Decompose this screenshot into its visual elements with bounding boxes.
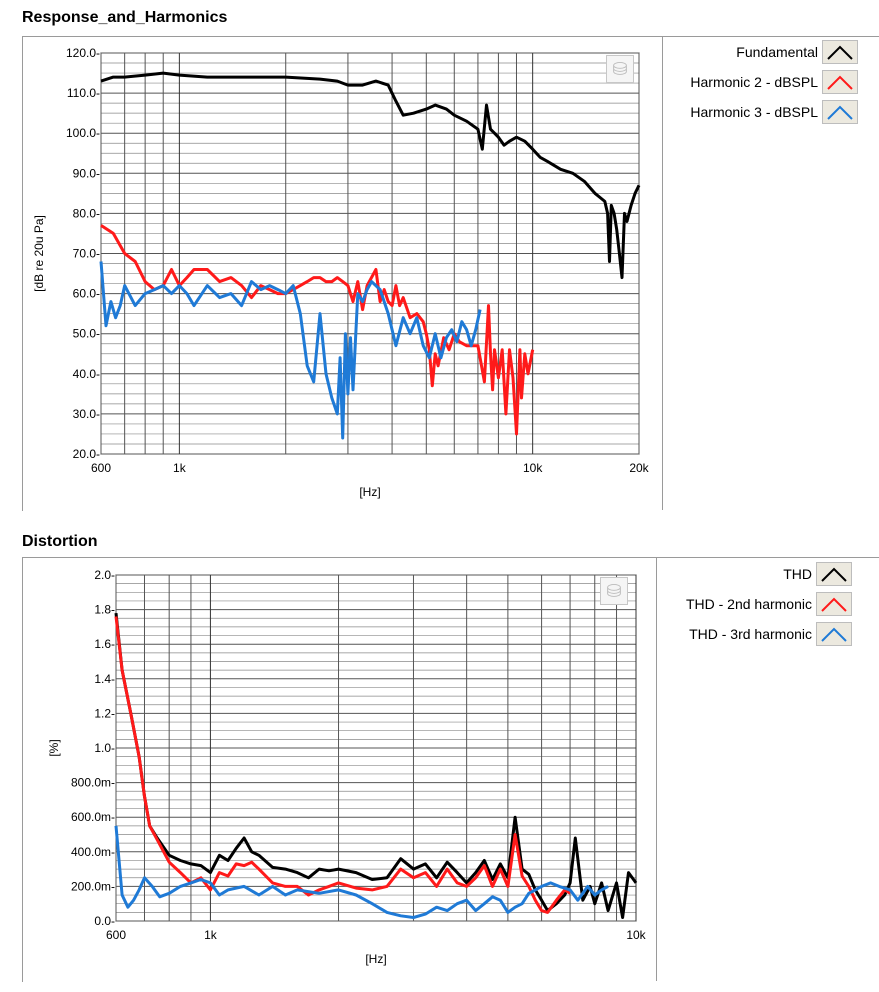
y-tick-label: 2.0- xyxy=(94,568,115,582)
graph-help-icon[interactable]: ⛁ xyxy=(600,577,628,605)
x-tick-label: 600 xyxy=(106,928,126,942)
x-tick-label: 1k xyxy=(173,461,187,475)
y-tick-label: 50.0- xyxy=(73,327,100,341)
x-tick-label: 10k xyxy=(626,928,646,942)
response-legend: Fundamental Harmonic 2 - dBSPL Harmonic … xyxy=(664,40,878,130)
plot-area-1 xyxy=(114,574,638,922)
y-axis-label: [dB re 20u Pa] xyxy=(32,215,46,292)
x-axis-label: [Hz] xyxy=(359,485,380,499)
y-tick-label: 90.0- xyxy=(73,166,100,180)
series-line-thd-3rd-harmonic xyxy=(114,825,609,919)
distortion-panel-frame xyxy=(22,557,879,982)
series-line-thd-2nd-harmonic xyxy=(114,616,571,914)
legend-item-harmonic-2[interactable]: Harmonic 2 - dBSPL xyxy=(664,70,878,100)
x-tick-label: 20k xyxy=(629,461,649,475)
legend-item-harmonic-3[interactable]: Harmonic 3 - dBSPL xyxy=(664,100,878,130)
x-tick-label: 1k xyxy=(204,928,218,942)
y-tick-label: 80.0- xyxy=(73,206,100,220)
x-axis-label: [Hz] xyxy=(365,952,386,966)
y-tick-label: 1.0- xyxy=(94,741,115,755)
series-line-thd xyxy=(114,612,638,919)
legend-item-thd[interactable]: THD xyxy=(658,562,872,592)
distortion-chart-title: Distortion xyxy=(22,533,98,550)
series-line-fundamental xyxy=(100,71,641,280)
legend-swatch-icon[interactable] xyxy=(822,40,858,64)
legend-swatch-icon[interactable] xyxy=(822,100,858,124)
response-chart-title: Response_and_Harmonics xyxy=(22,9,228,26)
legend-label: THD - 3rd harmonic xyxy=(689,626,812,642)
y-tick-label: 20.0- xyxy=(73,447,100,461)
y-tick-label: 70.0- xyxy=(73,247,100,261)
y-tick-label: 1.2- xyxy=(94,706,115,720)
y-tick-label: 1.4- xyxy=(94,672,115,686)
y-tick-label: 120.0- xyxy=(66,46,100,60)
y-tick-label: 40.0- xyxy=(73,367,100,381)
legend-label: Fundamental xyxy=(736,44,818,60)
legend-label: Harmonic 2 - dBSPL xyxy=(690,74,818,90)
y-tick-label: 800.0m- xyxy=(71,776,115,790)
y-tick-label: 0.0- xyxy=(94,914,115,928)
response-legend-divider xyxy=(662,36,663,510)
distortion-legend: THD THD - 2nd harmonic THD - 3rd harmoni… xyxy=(658,562,872,652)
y-tick-label: 200.0m- xyxy=(71,879,115,893)
y-tick-label: 30.0- xyxy=(73,407,100,421)
y-axis-label: [%] xyxy=(47,739,61,756)
legend-swatch-icon[interactable] xyxy=(816,592,852,616)
plot-area-0 xyxy=(99,52,641,455)
distortion-legend-divider xyxy=(656,557,657,981)
legend-label: THD - 2nd harmonic xyxy=(685,596,812,612)
legend-label: Harmonic 3 - dBSPL xyxy=(690,104,818,120)
legend-item-thd-2nd[interactable]: THD - 2nd harmonic xyxy=(658,592,872,622)
legend-swatch-icon[interactable] xyxy=(816,622,852,646)
x-tick-label: 600 xyxy=(91,461,111,475)
response-and-harmonics-chart: 20.0- 30.0- 40.0- 50.0- 60.0- 70.0- 80.0- 90.0-… xyxy=(32,46,650,499)
y-tick-label: 1.8- xyxy=(94,603,115,617)
y-tick-label: 60.0- xyxy=(73,287,100,301)
y-tick-label: 600.0m- xyxy=(71,810,115,824)
graph-help-icon[interactable]: ⛁ xyxy=(606,55,634,83)
legend-swatch-icon[interactable] xyxy=(816,562,852,586)
series-line-harmonic-3-dbspl xyxy=(99,261,482,440)
legend-item-thd-3rd[interactable]: THD - 3rd harmonic xyxy=(658,622,872,652)
y-tick-label: 100.0- xyxy=(66,126,100,140)
y-tick-label: 400.0m- xyxy=(71,845,115,859)
x-tick-label: 10k xyxy=(523,461,543,475)
legend-swatch-icon[interactable] xyxy=(822,70,858,94)
response-panel-frame xyxy=(22,36,879,511)
legend-item-fundamental[interactable]: Fundamental xyxy=(664,40,878,70)
y-tick-label: 1.6- xyxy=(94,637,115,651)
legend-label: THD xyxy=(783,566,812,582)
y-tick-label: 110.0- xyxy=(67,86,100,100)
